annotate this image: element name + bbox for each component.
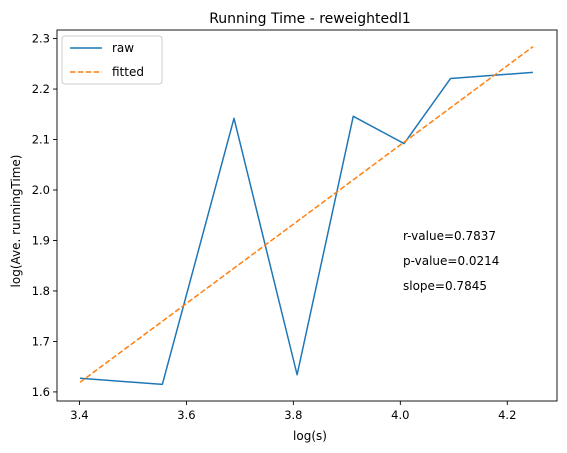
legend-raw-label: raw xyxy=(112,41,134,55)
annotations: r-value=0.7837 p-value=0.0214 slope=0.78… xyxy=(403,229,499,293)
y-tick-label: 2.2 xyxy=(32,82,50,96)
chart-title: Running Time - reweightedl1 xyxy=(209,11,411,27)
y-tick-label: 1.8 xyxy=(32,284,50,298)
y-tick-label: 1.7 xyxy=(32,334,50,348)
x-tick-label: 3.4 xyxy=(70,408,88,422)
y-tick-label: 1.6 xyxy=(32,385,50,399)
y-tick-label: 2.3 xyxy=(32,32,50,46)
x-tick-label: 4.2 xyxy=(498,408,516,422)
x-tick-label: 3.8 xyxy=(284,408,302,422)
p-value-annotation: p-value=0.0214 xyxy=(403,254,499,268)
y-tick-label: 1.9 xyxy=(32,233,50,247)
legend-fitted-label: fitted xyxy=(112,65,144,79)
x-tick-label: 3.6 xyxy=(177,408,195,422)
x-tick-label: 4.0 xyxy=(391,408,409,422)
r-value-annotation: r-value=0.7837 xyxy=(403,229,496,243)
x-axis-label: log(s) xyxy=(293,429,327,443)
y-tick-label: 2.1 xyxy=(32,133,50,147)
legend: raw fitted xyxy=(62,36,162,84)
slope-annotation: slope=0.7845 xyxy=(403,279,487,293)
y-tick-label: 2.0 xyxy=(32,183,50,197)
y-axis-label: log(Ave. runningTime) xyxy=(9,155,23,288)
